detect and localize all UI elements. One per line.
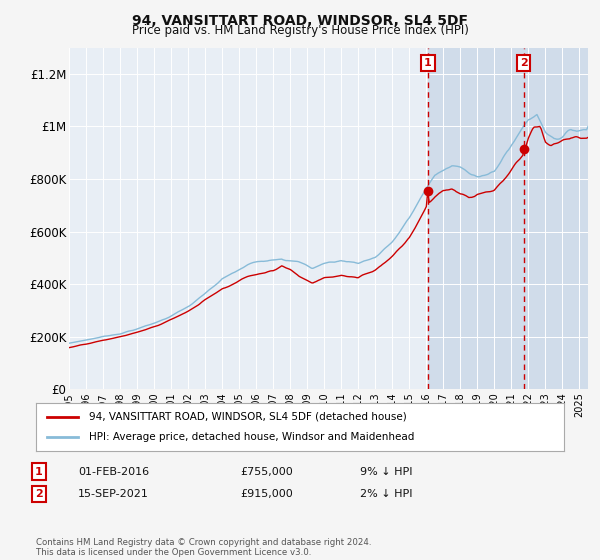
Text: 2: 2 [35,489,43,499]
Bar [428,48,588,389]
Text: 9% ↓ HPI: 9% ↓ HPI [360,466,413,477]
Text: Contains HM Land Registry data © Crown copyright and database right 2024.
This d: Contains HM Land Registry data © Crown c… [36,538,371,557]
Text: 15-SEP-2021: 15-SEP-2021 [78,489,149,499]
Text: £915,000: £915,000 [240,489,293,499]
Text: 1: 1 [35,466,43,477]
Text: 1: 1 [424,58,432,68]
Text: Price paid vs. HM Land Registry's House Price Index (HPI): Price paid vs. HM Land Registry's House … [131,24,469,37]
Text: 94, VANSITTART ROAD, WINDSOR, SL4 5DF: 94, VANSITTART ROAD, WINDSOR, SL4 5DF [132,14,468,28]
Text: 94, VANSITTART ROAD, WINDSOR, SL4 5DF (detached house): 94, VANSITTART ROAD, WINDSOR, SL4 5DF (d… [89,412,407,422]
Text: 2% ↓ HPI: 2% ↓ HPI [360,489,413,499]
Text: 01-FEB-2016: 01-FEB-2016 [78,466,149,477]
Text: 2: 2 [520,58,527,68]
Text: HPI: Average price, detached house, Windsor and Maidenhead: HPI: Average price, detached house, Wind… [89,432,414,442]
Text: £755,000: £755,000 [240,466,293,477]
